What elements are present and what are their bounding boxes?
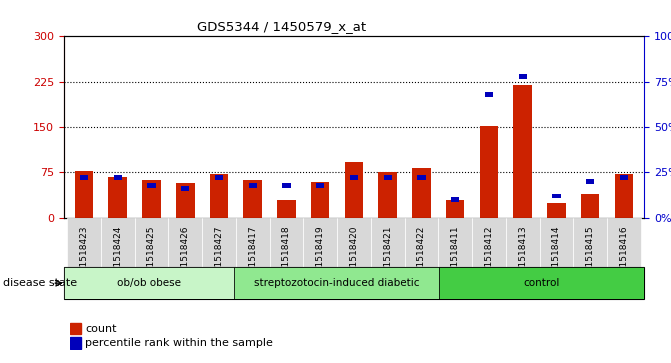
Text: GSM1518416: GSM1518416 [619, 225, 629, 286]
Bar [244, 180, 262, 218]
Text: GSM1518424: GSM1518424 [113, 225, 122, 286]
Bar [113, 175, 122, 180]
Text: GSM1518415: GSM1518415 [586, 225, 595, 286]
Text: control: control [523, 278, 560, 288]
Bar [405, 218, 438, 267]
Bar [513, 85, 532, 218]
Text: GSM1518412: GSM1518412 [484, 225, 493, 286]
Text: GSM1518420: GSM1518420 [350, 225, 358, 286]
Bar [451, 197, 460, 202]
Bar [484, 92, 493, 97]
Bar [181, 186, 189, 191]
Bar [581, 193, 599, 218]
Bar [607, 218, 641, 267]
Text: GSM1518427: GSM1518427 [215, 225, 223, 286]
Text: count: count [85, 323, 117, 334]
Bar [234, 267, 440, 299]
Bar [70, 323, 81, 334]
Bar [70, 337, 81, 349]
Bar [620, 175, 628, 180]
Bar [350, 175, 358, 180]
Bar [64, 267, 234, 299]
Bar [412, 168, 431, 218]
Bar [480, 126, 498, 218]
Bar [440, 267, 644, 299]
Bar [101, 218, 135, 267]
Bar [236, 218, 270, 267]
Bar [345, 162, 363, 218]
Bar [586, 179, 595, 184]
Bar [417, 175, 425, 180]
Bar [311, 182, 329, 218]
Bar [539, 218, 573, 267]
Text: GSM1518417: GSM1518417 [248, 225, 257, 286]
Bar [547, 203, 566, 218]
Bar [371, 218, 405, 267]
Text: GSM1518414: GSM1518414 [552, 225, 561, 286]
Bar [303, 218, 337, 267]
Text: GDS5344 / 1450579_x_at: GDS5344 / 1450579_x_at [197, 20, 366, 33]
Text: GSM1518423: GSM1518423 [79, 225, 89, 286]
Text: streptozotocin-induced diabetic: streptozotocin-induced diabetic [254, 278, 419, 288]
Bar [378, 172, 397, 218]
Text: GSM1518419: GSM1518419 [316, 225, 325, 286]
Bar [277, 200, 296, 218]
Text: GSM1518422: GSM1518422 [417, 225, 426, 286]
Bar [282, 183, 291, 188]
Bar [316, 183, 324, 188]
Text: percentile rank within the sample: percentile rank within the sample [85, 338, 273, 348]
Text: GSM1518426: GSM1518426 [180, 225, 190, 286]
Bar [573, 218, 607, 267]
Bar [506, 218, 539, 267]
Text: GSM1518421: GSM1518421 [383, 225, 392, 286]
Bar [615, 174, 633, 218]
Bar [248, 183, 257, 188]
Bar [80, 175, 88, 180]
Bar [135, 218, 168, 267]
Bar [142, 180, 161, 218]
Bar [74, 171, 93, 218]
Text: GSM1518425: GSM1518425 [147, 225, 156, 286]
Bar [210, 174, 228, 218]
Bar [270, 218, 303, 267]
Bar [472, 218, 506, 267]
Bar [67, 218, 101, 267]
Bar [148, 183, 156, 188]
Bar [519, 74, 527, 79]
Bar [337, 218, 371, 267]
Text: ob/ob obese: ob/ob obese [117, 278, 181, 288]
Bar [109, 177, 127, 218]
Text: disease state: disease state [3, 278, 77, 288]
Bar [215, 175, 223, 180]
Bar [202, 218, 236, 267]
Text: GSM1518418: GSM1518418 [282, 225, 291, 286]
Bar [438, 218, 472, 267]
Text: GSM1518413: GSM1518413 [518, 225, 527, 286]
Bar [446, 200, 464, 218]
Bar [168, 218, 202, 267]
Text: GSM1518411: GSM1518411 [451, 225, 460, 286]
Bar [384, 175, 392, 180]
Bar [176, 183, 195, 218]
Bar [552, 193, 560, 199]
